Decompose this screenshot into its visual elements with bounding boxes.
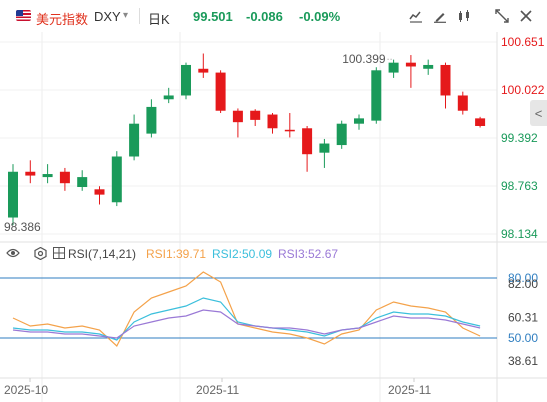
candle-body <box>232 110 243 123</box>
line-tool-icon[interactable] <box>407 7 425 25</box>
rsi-series-line-rsi2 <box>12 297 481 341</box>
candle-body <box>163 95 174 100</box>
rsi-axis-label: 82.00 <box>508 277 538 291</box>
candle-body <box>423 64 434 69</box>
candle-body <box>129 123 140 157</box>
price-change: -0.086 <box>246 9 283 24</box>
candle-body <box>198 68 209 73</box>
rsi-axis-label: 60.31 <box>508 310 538 324</box>
grid-lines <box>0 32 547 402</box>
rsi2-value: RSI2:50.09 <box>212 247 273 261</box>
candle-body <box>8 171 18 218</box>
rsi1-value: RSI1:39.71 <box>146 247 207 261</box>
price-chart[interactable]: 100.651 100.022 99.392 98.763 98.134 100.399 9… <box>0 32 547 402</box>
price-axis-label: 99.392 <box>501 131 538 145</box>
candles <box>8 53 486 226</box>
indicator-settings-icon[interactable] <box>34 246 47 263</box>
candle-body <box>405 62 416 67</box>
candle-body <box>336 123 347 146</box>
toolbar-icon-group <box>407 7 535 25</box>
indicator-list-icon[interactable] <box>53 247 65 262</box>
price-axis-label: 98.134 <box>501 227 538 241</box>
rsi3-value: RSI3:52.67 <box>278 247 339 261</box>
rsi-series-line-rsi1 <box>12 271 481 347</box>
instrument-dropdown-icon[interactable]: ▾ <box>123 10 129 21</box>
candle-body <box>319 143 330 153</box>
collapse-panel-button[interactable]: < <box>530 100 547 126</box>
low-price-label: 98.386 <box>4 220 41 234</box>
rsi-axis-label: 80.00 <box>508 271 538 285</box>
rsi-axis-label: 50.00 <box>508 331 538 345</box>
close-icon[interactable] <box>517 7 535 25</box>
date-axis-label: 2025-11 <box>196 383 239 397</box>
rsi-axis-label: 38.61 <box>508 354 538 368</box>
visibility-eye-icon[interactable] <box>6 247 20 262</box>
candle-body <box>354 118 364 124</box>
candle-body <box>284 129 295 132</box>
period-selector[interactable]: 日K <box>148 12 170 27</box>
candle-body <box>475 118 486 126</box>
candle-body <box>181 64 191 96</box>
toolbar-divider <box>139 8 140 24</box>
us-flag-icon <box>16 10 31 21</box>
toolbar-spacer <box>479 7 487 25</box>
rsi-lines <box>12 271 481 347</box>
chart-toolbar: 美元指数 DXY ▾ 日K 99.501 -0.086 -0.09% <box>0 0 547 32</box>
price-axis-label: 100.651 <box>501 35 545 49</box>
candle-body <box>25 171 36 176</box>
last-price: 99.501 <box>193 9 233 24</box>
candle-body <box>215 72 226 111</box>
instrument-code[interactable]: DXY <box>94 9 121 24</box>
fullscreen-icon[interactable] <box>493 7 511 25</box>
candle-body <box>457 95 468 111</box>
candle-body <box>388 62 399 73</box>
candle-body <box>111 156 122 203</box>
candle-body <box>250 110 261 120</box>
candle-body <box>371 70 382 121</box>
instrument-name[interactable]: 美元指数 <box>36 12 89 27</box>
high-price-label: 100.399 <box>342 52 386 66</box>
rsi-title[interactable]: RSI(7,14,21) <box>68 247 137 261</box>
candle-body <box>94 189 105 195</box>
price-axis-label: 100.022 <box>501 83 545 97</box>
pencil-icon[interactable] <box>431 7 449 25</box>
candle-body <box>42 174 53 178</box>
candle-body <box>302 128 313 155</box>
price-change-percent: -0.09% <box>299 9 341 24</box>
candle-body <box>59 171 70 184</box>
price-axis-label: 98.763 <box>501 179 538 193</box>
candle-body <box>77 177 88 188</box>
candle-body <box>267 114 278 129</box>
date-axis-label: 2025-10 <box>4 383 48 397</box>
candle-body <box>146 106 157 134</box>
date-axis-label: 2025-11 <box>388 383 431 397</box>
candle-settings-icon[interactable] <box>455 7 473 25</box>
rsi-series-line-rsi3 <box>12 309 481 339</box>
candle-body <box>440 64 451 96</box>
